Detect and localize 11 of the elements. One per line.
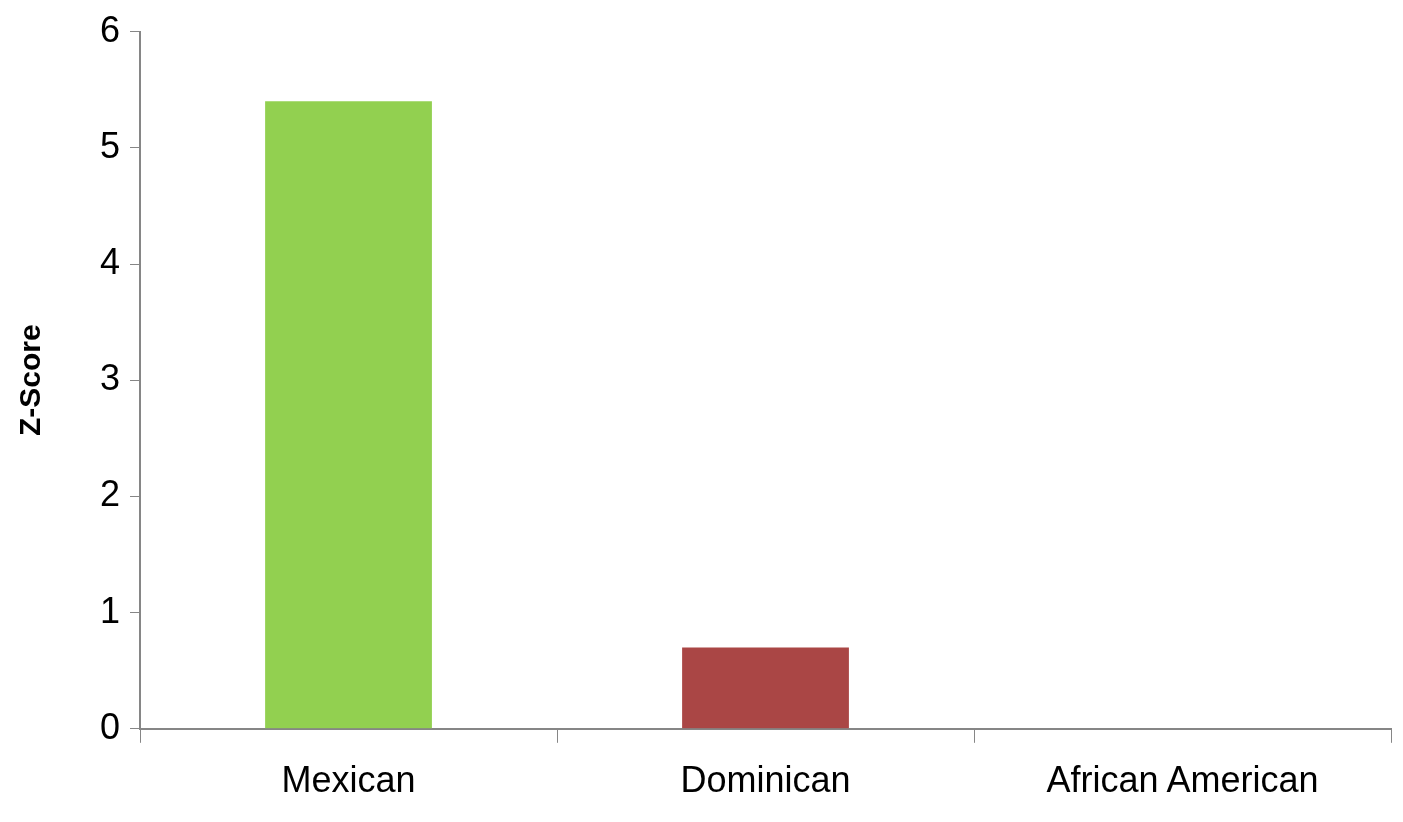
x-tick-label: Dominican [680, 759, 851, 801]
y-tick-label: 5 [99, 124, 121, 166]
y-tick-label: 3 [99, 357, 121, 399]
y-tick-label: 4 [99, 240, 121, 282]
y-tick-label: 2 [99, 473, 121, 515]
y-tick-label: 1 [99, 589, 121, 631]
x-tick-label: Mexican [281, 759, 416, 801]
y-tick-label: 6 [99, 8, 121, 50]
y-tick-label: 0 [99, 705, 121, 747]
x-tick-label: African American [1046, 759, 1319, 801]
y-axis-title: Z-Score [13, 324, 47, 437]
